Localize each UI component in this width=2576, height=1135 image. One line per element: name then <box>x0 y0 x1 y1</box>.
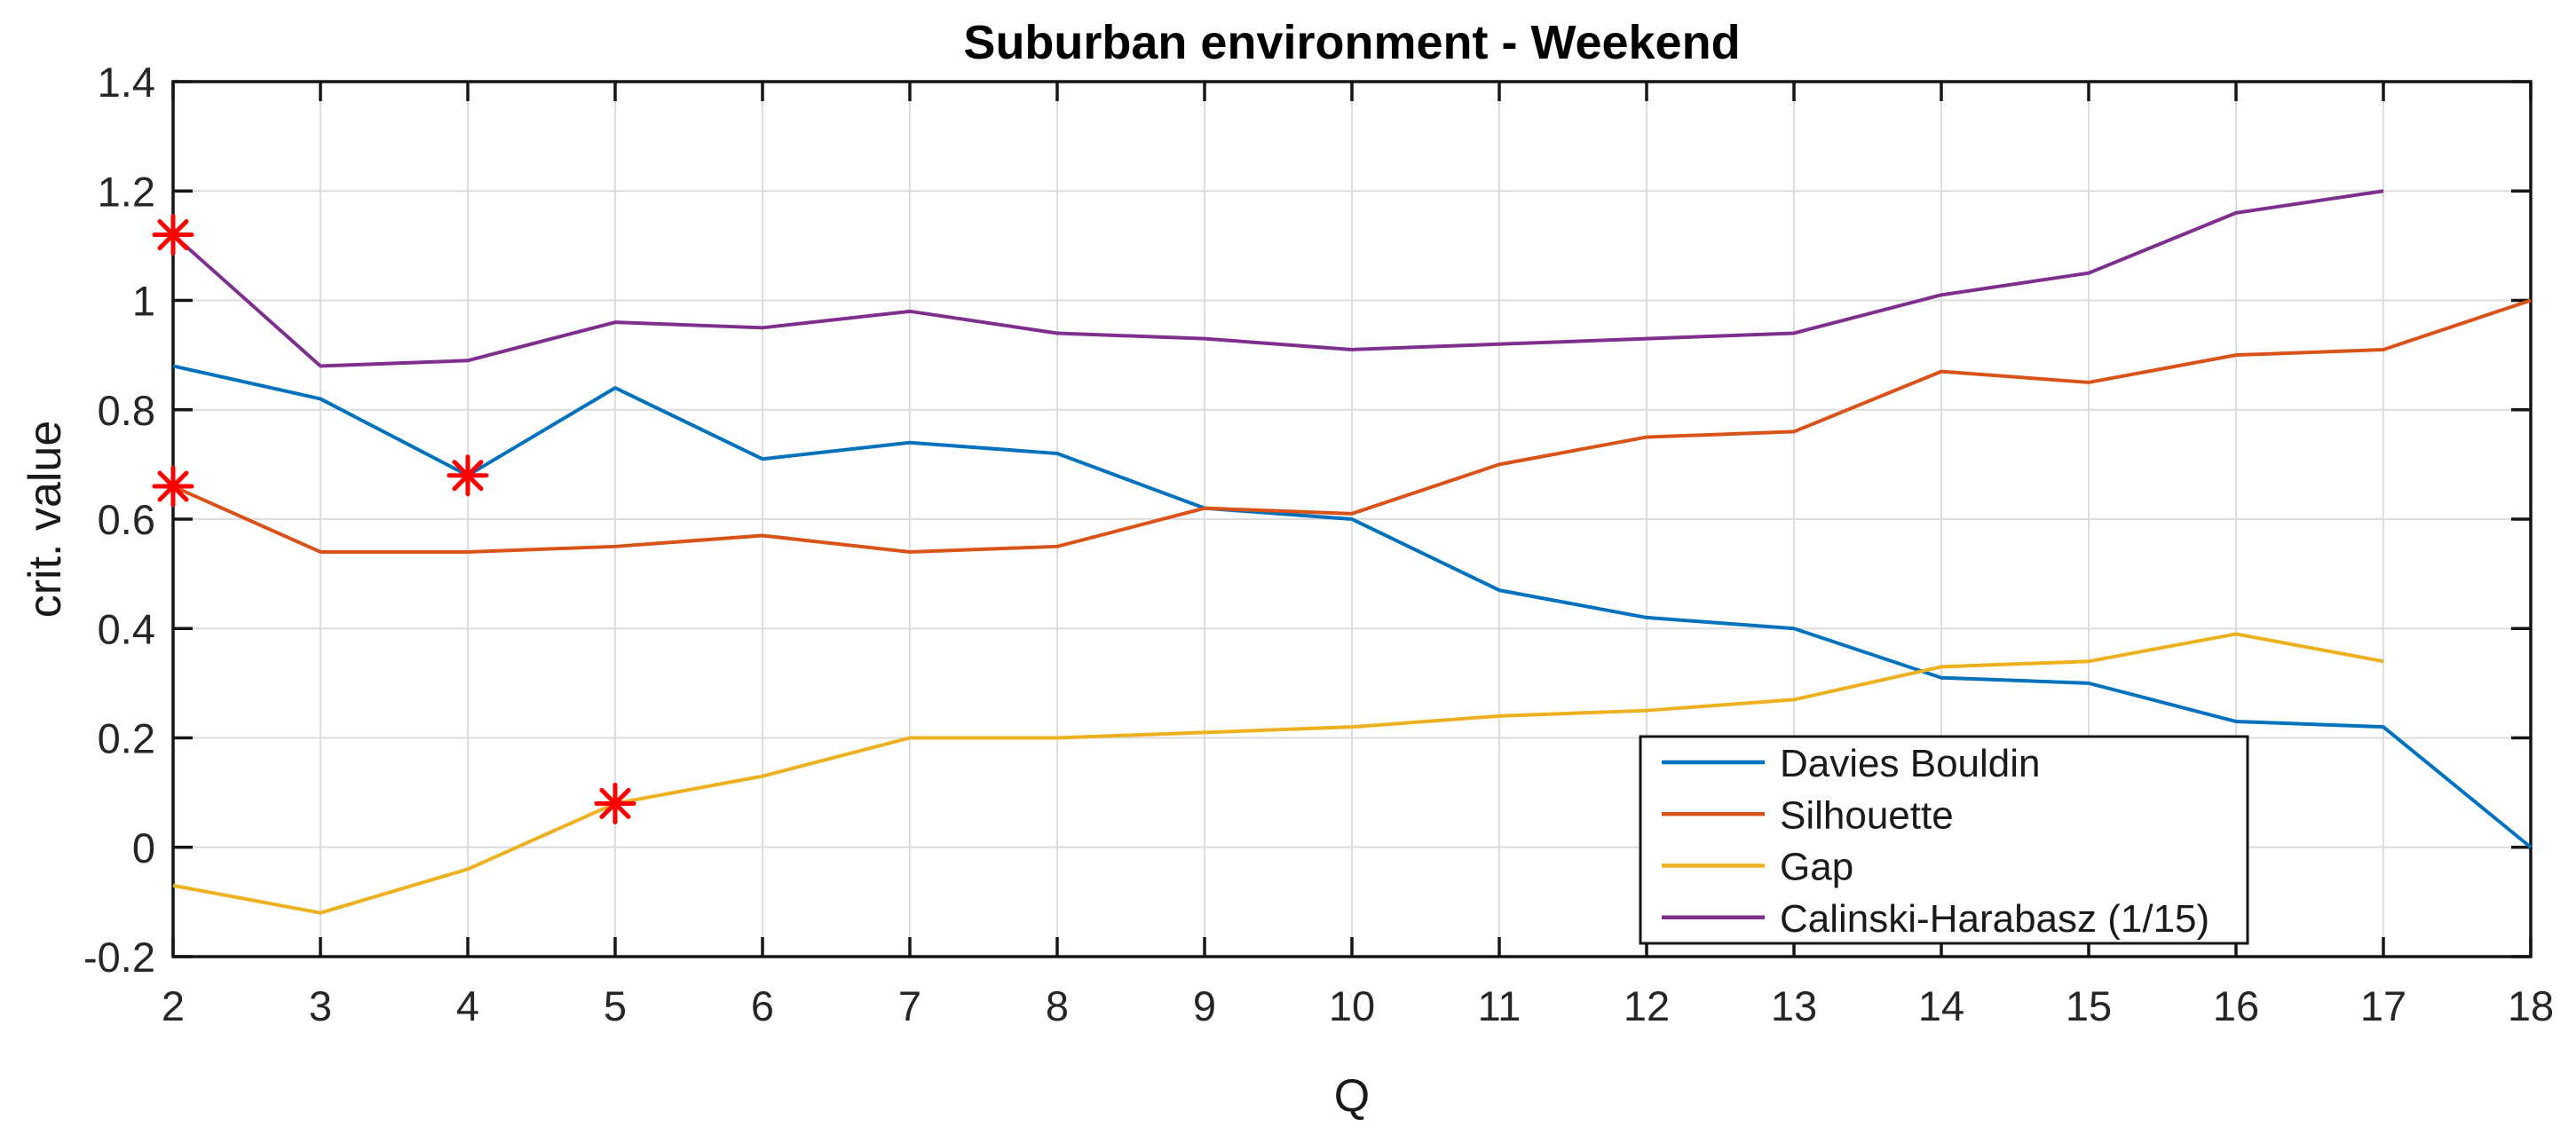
series-line-gap <box>172 632 2384 915</box>
x-tick-label: 7 <box>898 982 921 1029</box>
data-series <box>171 189 2533 915</box>
axes <box>171 80 2533 958</box>
legend-item-silhouette: Silhouette <box>1662 793 1954 837</box>
x-tick-label: 18 <box>2508 982 2554 1029</box>
legend-item-label: Silhouette <box>1780 793 1954 837</box>
y-tick-label: 1 <box>132 278 155 325</box>
y-tick-label: 0.6 <box>98 496 155 543</box>
legend: Davies Bouldin Silhouette Gap Calinski-Hara… <box>1639 735 2249 945</box>
y-tick-label: 0.2 <box>98 715 155 762</box>
x-tick-label: 15 <box>2066 982 2112 1029</box>
x-tick-label: 12 <box>1624 982 1670 1029</box>
tick-labels: 2 3 4 5 6 7 8 9 10 11 12 13 14 15 16 17 18 -0.2 0 0.2 0.4 0.6… <box>83 59 2554 1029</box>
legend-item-davies-bouldin: Davies Bouldin <box>1662 742 2041 785</box>
y-tick-label: 1.2 <box>98 168 155 215</box>
x-tick-label: 8 <box>1046 982 1069 1029</box>
y-tick-label: 0.4 <box>98 605 155 652</box>
x-tick-label: 6 <box>751 982 774 1029</box>
y-tick-label: 1.4 <box>98 59 155 106</box>
legend-item-label: Davies Bouldin <box>1780 742 2041 785</box>
series-line-davies-bouldin <box>172 364 2533 849</box>
x-tick-label: 11 <box>1478 982 1521 1029</box>
x-tick-label: 4 <box>456 982 479 1029</box>
legend-item-gap: Gap <box>1662 846 1853 889</box>
best-q-markers <box>152 214 636 824</box>
x-tick-label: 9 <box>1193 982 1216 1029</box>
x-tick-label: 10 <box>1329 982 1375 1029</box>
best-q-marker-davies-bouldin <box>446 454 489 497</box>
y-axis-label: crit. value <box>20 421 71 619</box>
legend-item-label: Calinski-Harabasz (1/15) <box>1780 897 2209 941</box>
x-axis-label: Q <box>1334 1070 1370 1122</box>
best-q-marker-silhouette <box>152 465 194 508</box>
best-q-marker-gap <box>594 782 636 824</box>
best-q-marker-calinski-harabasz-1-15 <box>152 214 194 256</box>
legend-box <box>1639 735 2249 945</box>
y-tick-label: 0 <box>132 824 155 871</box>
x-tick-label: 17 <box>2360 982 2406 1029</box>
x-tick-label: 3 <box>309 982 332 1029</box>
x-tick-label: 14 <box>1918 982 1964 1029</box>
y-tick-label: -0.2 <box>83 934 155 981</box>
legend-item-label: Gap <box>1780 846 1853 889</box>
x-tick-label: 16 <box>2213 982 2259 1029</box>
series-line-calinski-harabasz-1-15 <box>171 189 2384 368</box>
x-tick-label: 13 <box>1771 982 1817 1029</box>
series-line-silhouette <box>172 298 2532 554</box>
x-tick-label: 5 <box>604 982 627 1029</box>
x-tick-label: 2 <box>162 982 185 1029</box>
chart-title: Suburban environment - Weekend <box>963 16 1740 69</box>
y-tick-label: 0.8 <box>98 387 155 434</box>
legend-item-calinski-harabasz-1-15: Calinski-Harabasz (1/15) <box>1662 897 2209 941</box>
